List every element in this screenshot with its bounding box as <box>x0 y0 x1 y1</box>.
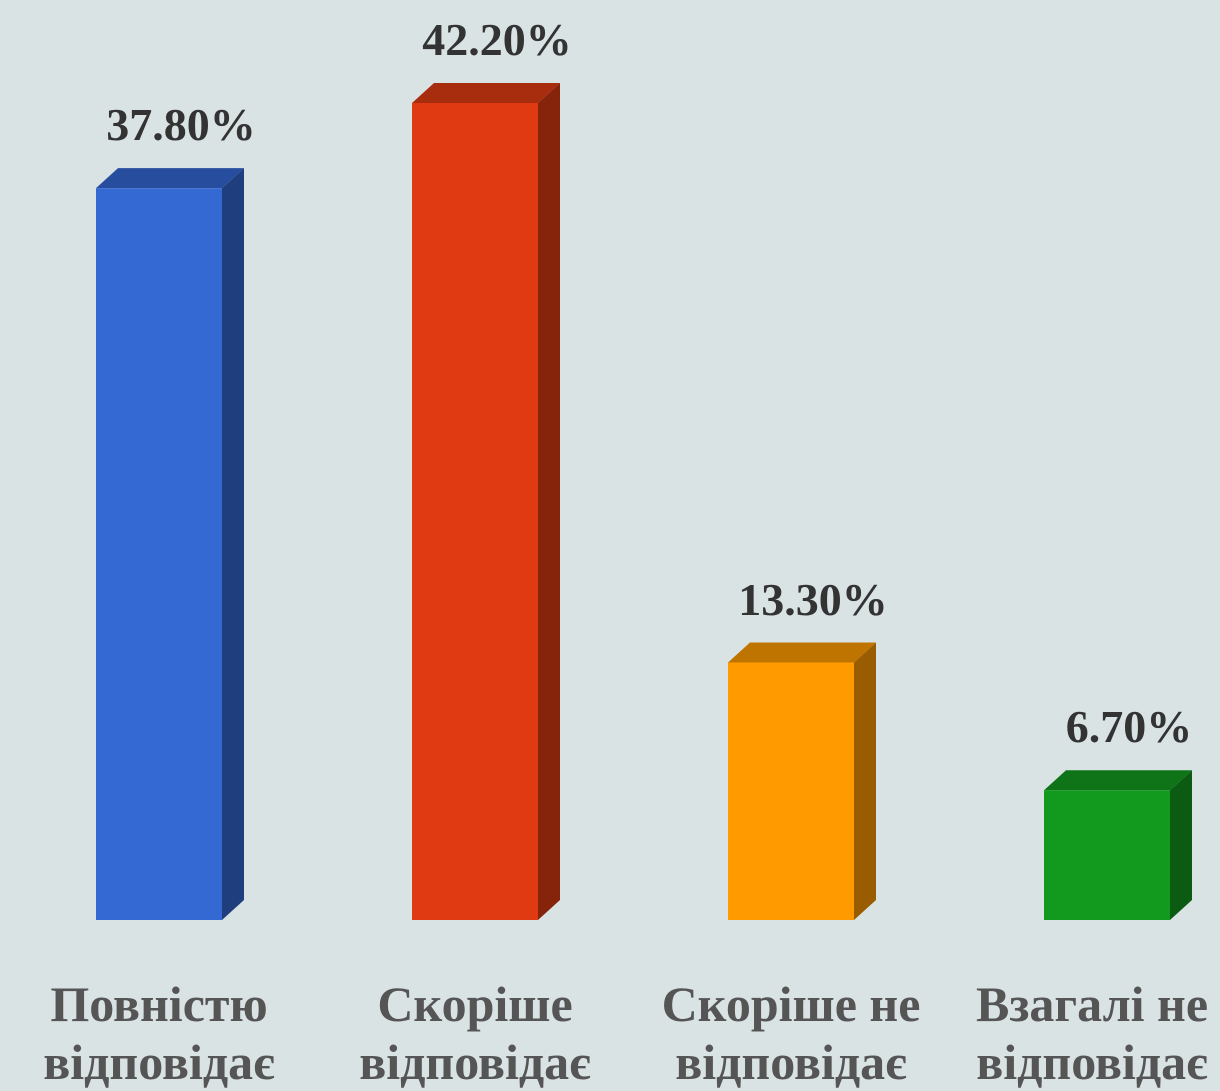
value-label: 42.20% <box>422 14 572 65</box>
value-label: 6.70% <box>1065 701 1193 753</box>
value-label: 13.30% <box>738 573 888 625</box>
bar-front <box>728 662 854 920</box>
category-label: Скоріше відповідає <box>359 976 591 1090</box>
category-label: Взагалі не відповідає <box>975 976 1209 1090</box>
category-label: Скоріше не відповідає <box>661 976 921 1090</box>
bar-side <box>1170 770 1192 920</box>
bar-top <box>412 83 560 103</box>
bar-front <box>412 103 538 920</box>
bar-front <box>1044 790 1170 920</box>
bar-side <box>222 168 244 921</box>
bar-top <box>728 642 876 663</box>
value-label: 37.80% <box>106 99 256 151</box>
bar-side <box>854 642 876 920</box>
bar <box>412 83 560 920</box>
bar-front <box>96 188 222 921</box>
bar-side <box>538 83 560 920</box>
bar-top <box>1044 770 1192 791</box>
bar-top <box>96 168 244 189</box>
bar <box>96 168 244 921</box>
category-label: Повністю відповідає <box>43 976 275 1090</box>
bar <box>1044 770 1192 920</box>
bar <box>728 642 876 920</box>
